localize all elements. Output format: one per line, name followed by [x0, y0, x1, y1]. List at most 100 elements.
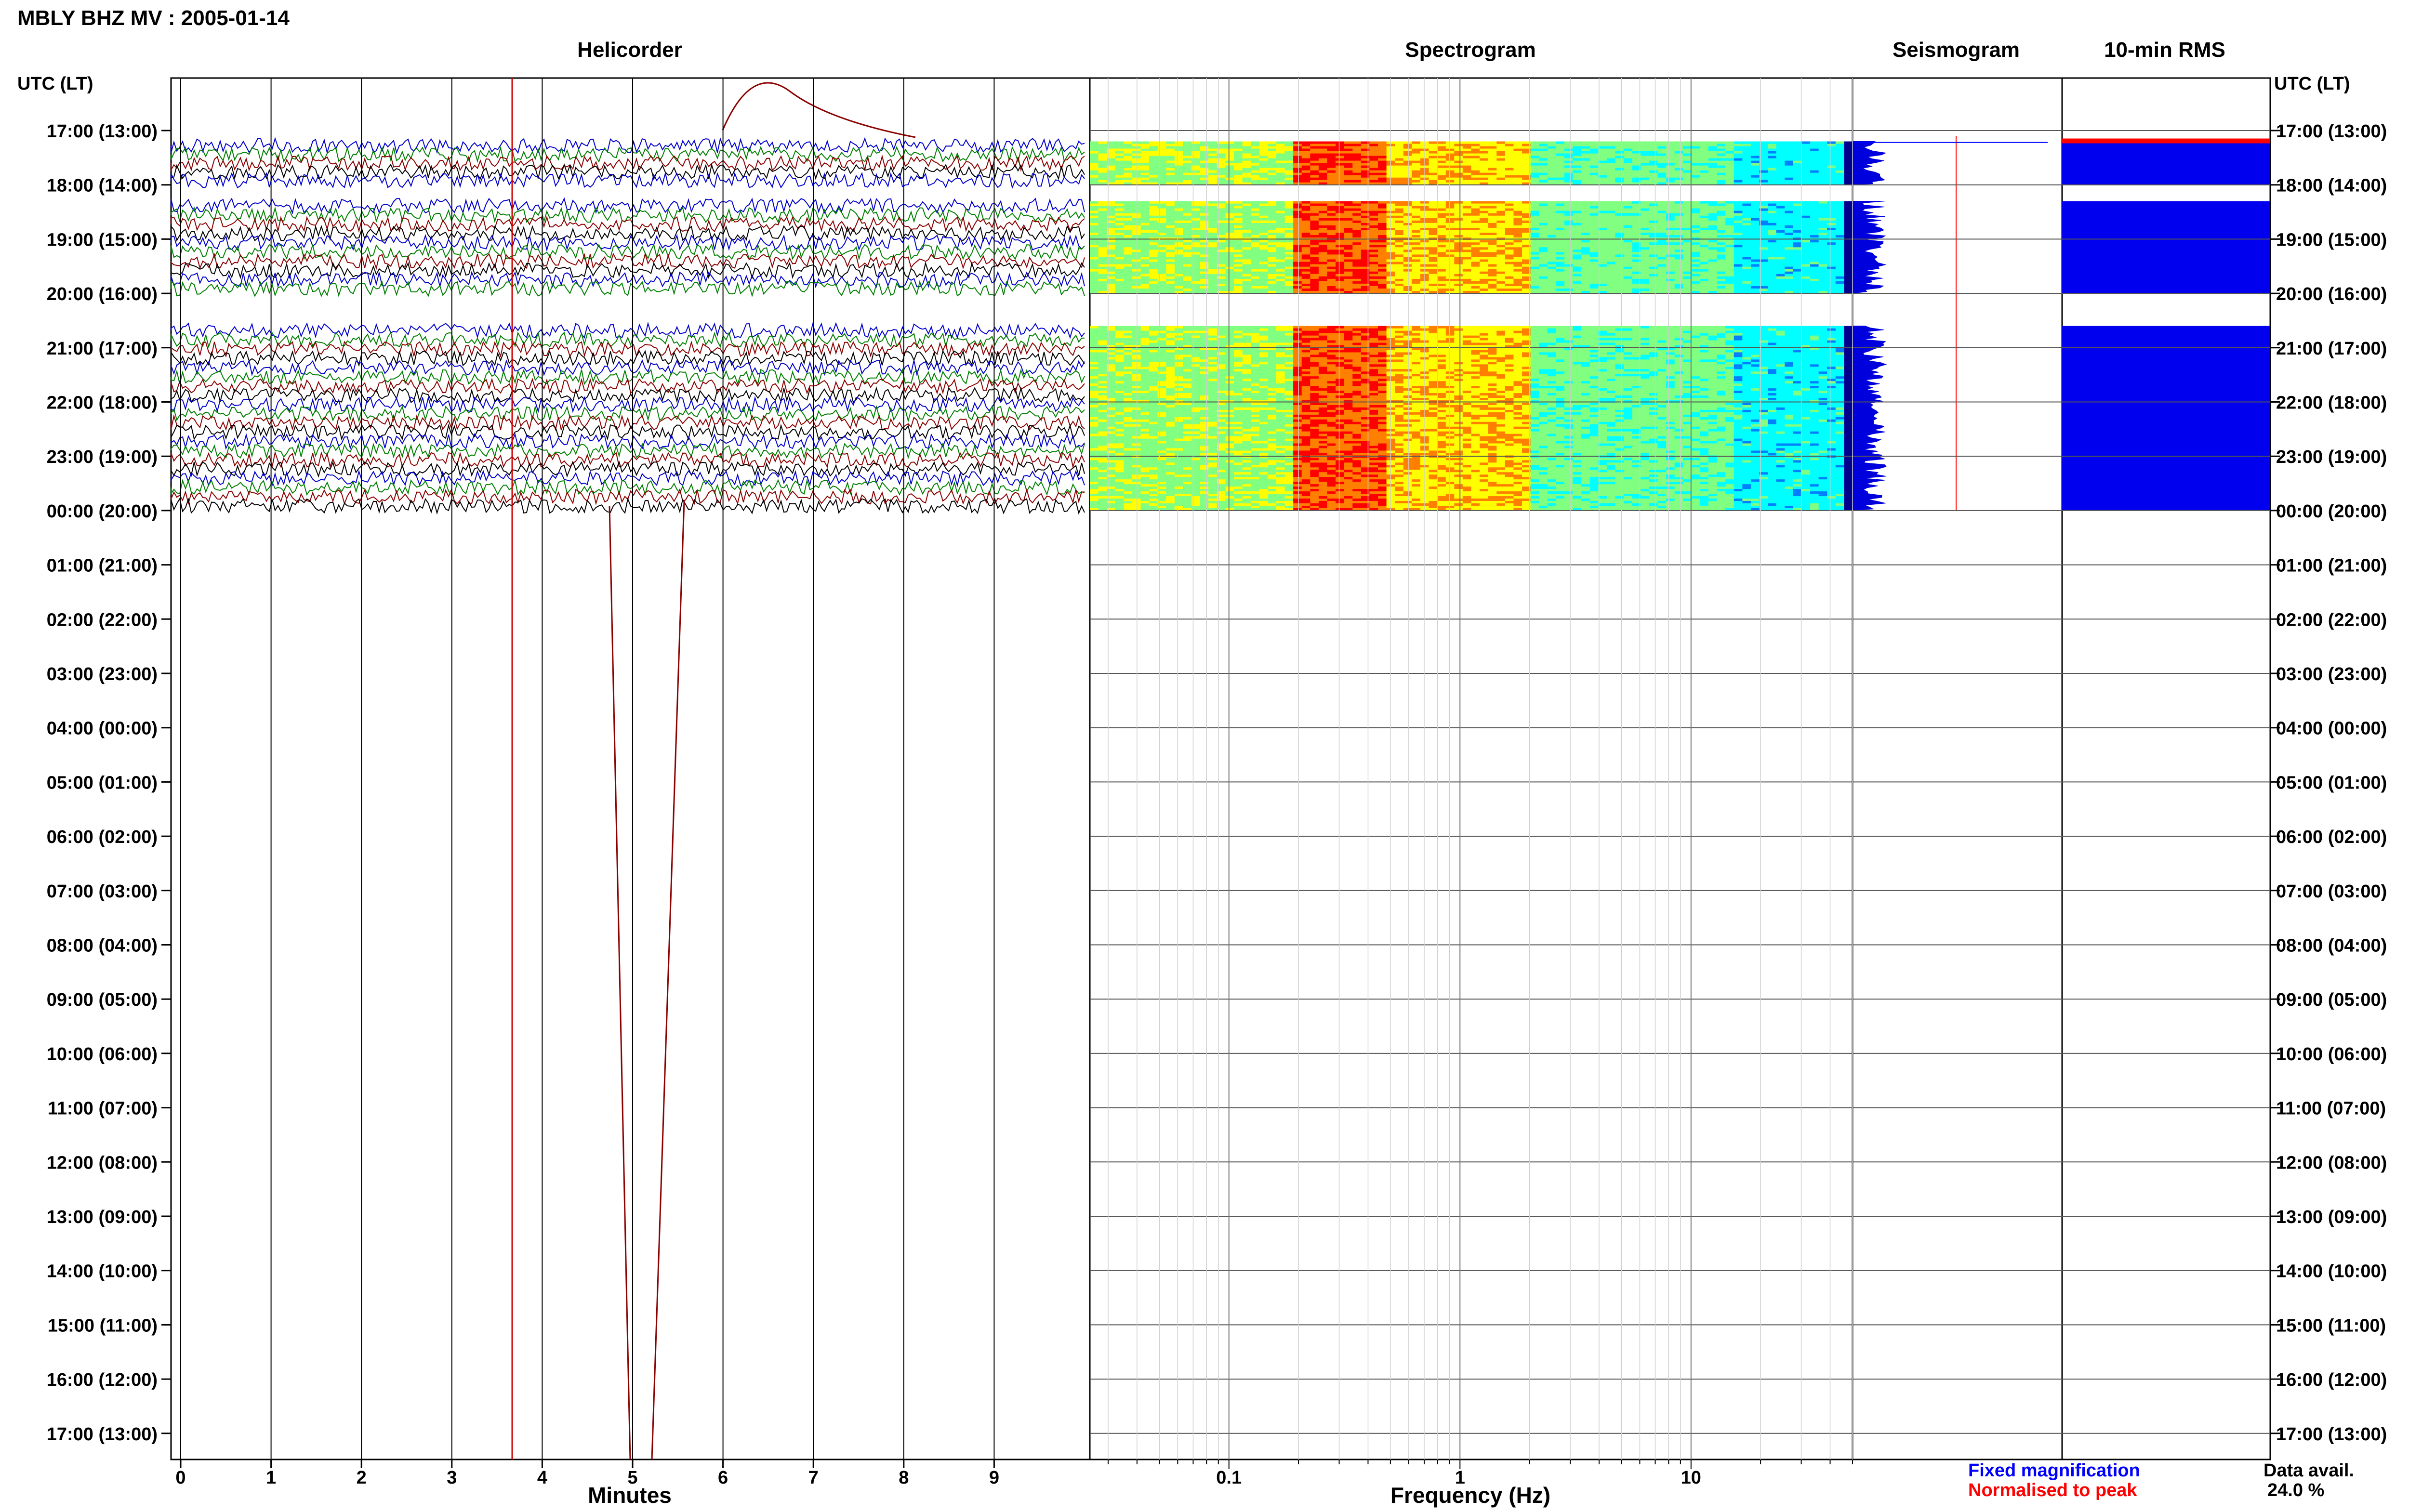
- spectrogram-cell: [1768, 165, 1777, 169]
- spectrogram-cell: [1624, 250, 1633, 252]
- spectrogram-cell: [1429, 266, 1438, 270]
- spectrogram-cell: [1598, 230, 1607, 233]
- spectrogram-cell: [1403, 257, 1413, 260]
- spectrogram-cell: [1378, 254, 1387, 257]
- spectrogram-cell: [1386, 266, 1395, 270]
- spectrogram-cell: [1793, 201, 1802, 204]
- spectrogram-cell: [1471, 220, 1480, 224]
- spectrogram-cell: [1708, 158, 1718, 161]
- spectrogram-cell: [1742, 269, 1751, 272]
- spectrogram-cell: [1776, 144, 1786, 147]
- spectrogram-cell: [1437, 242, 1446, 245]
- spectrogram-cell: [1225, 283, 1234, 287]
- spectrogram-cell: [1598, 165, 1607, 169]
- spectrogram-cell: [1462, 247, 1472, 250]
- spectrogram-cell: [1378, 278, 1387, 282]
- spectrogram-cell: [1369, 175, 1378, 178]
- spectrogram-cell: [1429, 278, 1438, 282]
- spectrogram-cell: [1513, 170, 1522, 173]
- spectrogram-cell: [1378, 170, 1387, 173]
- spectrogram-cell: [1564, 203, 1574, 207]
- spectrogram-cell: [1140, 291, 1150, 294]
- spectrogram-cell: [1547, 225, 1557, 228]
- spectrogram-cell: [1725, 247, 1734, 250]
- spectrogram-cell: [1818, 233, 1828, 236]
- spectrogram-cell: [1641, 274, 1650, 277]
- spectrogram-cell: [1666, 247, 1675, 250]
- spectrogram-cell: [1641, 289, 1650, 291]
- spectrogram-cell: [1674, 215, 1684, 219]
- spectrogram-cell: [1437, 240, 1446, 243]
- spectrogram-cell: [1759, 227, 1768, 231]
- spectrogram-cell: [1835, 165, 1845, 169]
- spectrogram-cell: [1674, 274, 1684, 277]
- spectrogram-cell: [1259, 271, 1269, 275]
- spectrogram-cell: [1573, 182, 1582, 185]
- spectrogram-cell: [1768, 151, 1777, 154]
- spectrogram-cell: [1293, 156, 1302, 159]
- spectrogram-cell: [1471, 257, 1480, 260]
- spectrogram-cell: [1225, 153, 1234, 157]
- spectrogram-cell: [1564, 223, 1574, 226]
- spectrogram-cell: [1107, 240, 1116, 243]
- spectrogram-cell: [1361, 247, 1370, 250]
- spectrogram-cell: [1378, 163, 1387, 166]
- spectrogram-cell: [1708, 286, 1718, 289]
- spectrogram-cell: [1174, 158, 1184, 161]
- spectrogram-cell: [1369, 291, 1378, 294]
- spectrogram-cell: [1336, 235, 1345, 238]
- spectrogram-cell: [1462, 233, 1472, 236]
- spectrogram-cell: [1581, 245, 1590, 248]
- spectrogram-cell: [1522, 220, 1531, 224]
- spectrogram-cell: [1361, 210, 1370, 214]
- spectrogram-cell: [1530, 281, 1540, 284]
- spectrogram-cell: [1793, 266, 1802, 270]
- spectrogram-cell: [1649, 156, 1658, 159]
- spectrogram-cell: [1191, 175, 1201, 178]
- spectrogram-cell: [1225, 144, 1234, 147]
- spectrogram-cell: [1776, 274, 1786, 277]
- spectrogram-cell: [1598, 180, 1607, 183]
- spectrogram-cell: [1818, 223, 1828, 226]
- spectrogram-cell: [1657, 259, 1667, 263]
- spectrogram-cell: [1734, 165, 1743, 169]
- spectrogram-cell: [1556, 227, 1565, 231]
- spectrogram-cell: [1691, 144, 1701, 147]
- spectrogram-cell: [1412, 180, 1421, 183]
- spectrogram-cell: [1437, 168, 1446, 171]
- spectrogram-cell: [1742, 172, 1751, 176]
- spectrogram-cell: [1327, 252, 1336, 255]
- spectrogram-cell: [1776, 286, 1786, 289]
- spectrogram-cell: [1157, 146, 1167, 149]
- spectrogram-cell: [1776, 170, 1786, 173]
- spectrogram-cell: [1429, 168, 1438, 171]
- spectrogram-cell: [1301, 210, 1311, 214]
- spectrogram-cell: [1522, 172, 1531, 176]
- spectrogram-cell: [1624, 269, 1633, 272]
- spectrogram-cell: [1725, 175, 1734, 178]
- spectrogram-cell: [1750, 235, 1760, 238]
- spectrogram-cell: [1632, 158, 1641, 161]
- spectrogram-cell: [1471, 264, 1480, 267]
- spectrogram-cell: [1564, 286, 1574, 289]
- spectrogram-cell: [1462, 276, 1472, 279]
- spectrogram-cell: [1310, 235, 1319, 238]
- spectrogram-cell: [1488, 168, 1497, 171]
- spectrogram-cell: [1683, 144, 1692, 147]
- spectrogram-cell: [1225, 146, 1234, 149]
- spectrogram-cell: [1200, 235, 1209, 238]
- spectrogram-cell: [1251, 271, 1260, 275]
- spectrogram-cell: [1208, 269, 1218, 272]
- spectrogram-cell: [1352, 182, 1362, 185]
- spectrogram-cell: [1166, 180, 1175, 183]
- spectrogram-cell: [1573, 208, 1582, 211]
- spectrogram-cell: [1700, 259, 1709, 263]
- spectrogram-cell: [1471, 281, 1480, 284]
- spectrogram-cell: [1598, 271, 1607, 275]
- spectrogram-cell: [1318, 235, 1328, 238]
- spectrogram-cell: [1674, 271, 1684, 275]
- spectrogram-cell: [1378, 182, 1387, 185]
- spectrogram-cell: [1166, 245, 1175, 248]
- spectrogram-cell: [1835, 242, 1845, 245]
- spectrogram-cell: [1208, 177, 1218, 181]
